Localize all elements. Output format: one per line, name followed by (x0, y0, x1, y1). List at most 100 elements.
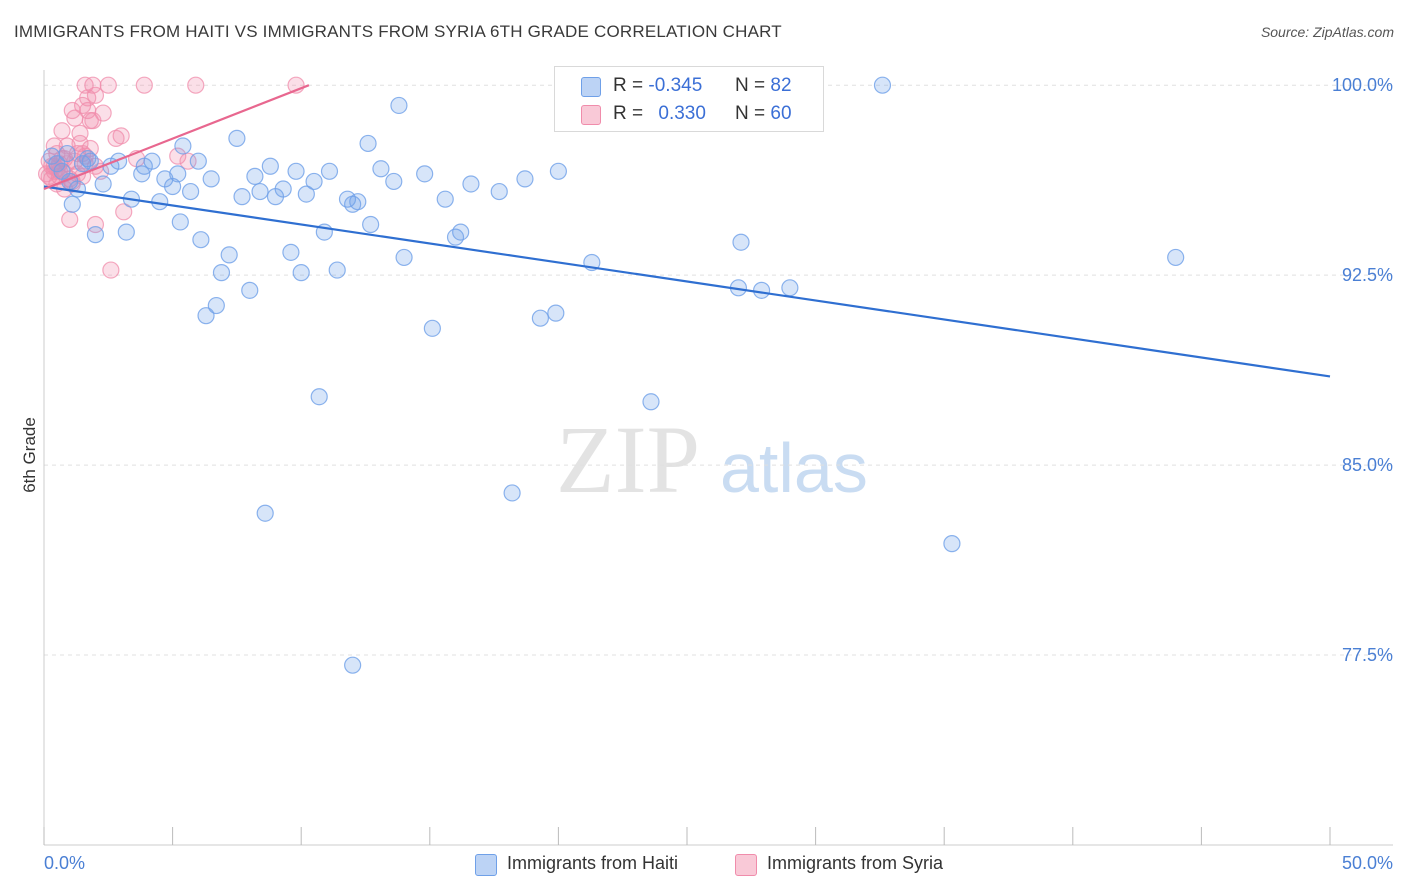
point-haiti-31 (220, 246, 238, 264)
source-note: Source: ZipAtlas.com (1260, 24, 1394, 40)
y-axis-label: 6th Grade (20, 417, 39, 493)
point-haiti-41 (282, 243, 300, 261)
x-tick-label-start: 0.0% (44, 853, 85, 873)
point-syria-22 (71, 134, 89, 153)
point-syria-23 (71, 124, 89, 142)
point-haiti-65 (462, 175, 480, 193)
point-haiti-63 (446, 228, 465, 246)
point-haiti-80 (1167, 248, 1185, 267)
point-haiti-52 (349, 193, 367, 211)
point-haiti-23 (174, 137, 192, 155)
watermark: ZIP atlas (556, 406, 868, 513)
point-haiti-69 (531, 309, 549, 327)
point-haiti-54 (359, 134, 377, 153)
series-swatch-haiti (475, 854, 497, 876)
point-haiti-43 (292, 264, 310, 282)
legend-swatch-haiti (581, 77, 601, 97)
point-haiti-75 (732, 233, 750, 251)
point-haiti-36 (251, 182, 269, 201)
point-haiti-26 (192, 231, 210, 249)
point-syria-39 (102, 261, 120, 279)
point-haiti-73 (642, 393, 660, 411)
point-syria-47 (187, 76, 205, 94)
trend-line-syria (43, 84, 310, 191)
legend-r-haiti: R = -0.345 (613, 75, 703, 96)
point-haiti-25 (189, 152, 207, 170)
point-haiti-33 (233, 188, 251, 206)
point-haiti-27 (197, 307, 215, 325)
point-haiti-79 (943, 535, 961, 553)
point-syria-37 (94, 104, 112, 122)
point-haiti-64 (452, 223, 470, 241)
legend-r-syria: R = 0.330 (613, 103, 706, 124)
point-haiti-22 (171, 213, 189, 231)
point-haiti-10 (94, 175, 112, 193)
point-haiti-45 (305, 172, 323, 191)
legend-r-value-haiti: -0.345 (648, 75, 703, 96)
point-haiti-29 (207, 296, 225, 315)
point-haiti-70 (547, 304, 565, 322)
correlation-legend: R = -0.345 N = 82 R = 0.330 N = 60 (554, 66, 824, 132)
point-haiti-37 (256, 504, 274, 522)
series-legend: Immigrants from Haiti Immigrants from Sy… (0, 852, 1406, 878)
point-syria-45 (169, 147, 187, 165)
point-syria-34 (86, 86, 105, 104)
legend-n-haiti: N = 82 (735, 75, 792, 96)
point-syria-44 (135, 76, 153, 94)
watermark-zip: ZIP (556, 406, 700, 513)
y-tick-label-0: 77.5% (1342, 645, 1393, 665)
point-syria-52 (40, 167, 58, 185)
point-haiti-42 (287, 162, 305, 180)
point-syria-38 (99, 76, 117, 94)
legend-row-haiti: R = -0.345 N = 82 (555, 73, 823, 101)
point-haiti-44 (297, 185, 315, 203)
point-haiti-50 (338, 190, 357, 208)
point-haiti-46 (310, 388, 328, 406)
point-haiti-71 (549, 162, 568, 180)
point-haiti-30 (212, 264, 231, 282)
point-haiti-53 (344, 656, 362, 674)
point-syria-36 (86, 215, 105, 234)
point-haiti-62 (436, 190, 454, 208)
legend-n-value-haiti: 82 (770, 75, 792, 96)
point-haiti-38 (261, 157, 279, 175)
point-haiti-61 (423, 319, 441, 337)
point-haiti-66 (490, 182, 508, 201)
point-haiti-78 (873, 76, 892, 94)
point-haiti-6 (68, 180, 87, 198)
point-haiti-20 (164, 177, 182, 196)
point-haiti-28 (202, 170, 220, 188)
series-label-haiti: Immigrants from Haiti (507, 853, 679, 873)
point-syria-16 (61, 210, 79, 229)
point-syria-41 (112, 127, 130, 145)
legend-n-syria: N = 60 (735, 103, 792, 124)
x-tick-label-end: 50.0% (1342, 853, 1393, 873)
point-haiti-81 (81, 152, 99, 170)
point-syria-10 (53, 122, 71, 140)
point-haiti-60 (416, 165, 434, 183)
point-haiti-13 (117, 223, 135, 241)
point-haiti-68 (516, 170, 534, 188)
point-haiti-8 (79, 150, 97, 168)
trend-line-haiti (43, 185, 1331, 378)
point-haiti-67 (503, 484, 521, 502)
point-haiti-55 (362, 215, 380, 234)
watermark-atlas: atlas (720, 429, 868, 507)
legend-swatch-syria (581, 105, 601, 125)
point-haiti-32 (228, 129, 246, 147)
y-tick-label-2: 92.5% (1342, 265, 1393, 285)
legend-row-syria: R = 0.330 N = 60 (555, 101, 823, 129)
series-swatch-syria (735, 854, 757, 876)
point-haiti-5 (63, 195, 81, 213)
point-haiti-17 (143, 152, 161, 170)
point-haiti-56 (372, 160, 390, 178)
point-haiti-21 (169, 165, 187, 183)
point-haiti-40 (274, 180, 292, 198)
y-tick-label-1: 85.0% (1342, 455, 1393, 475)
legend-r-value-syria: 0.330 (658, 103, 706, 124)
point-haiti-49 (328, 261, 346, 279)
series-label-syria: Immigrants from Syria (767, 853, 944, 873)
point-haiti-35 (246, 167, 264, 185)
point-haiti-24 (182, 182, 200, 201)
